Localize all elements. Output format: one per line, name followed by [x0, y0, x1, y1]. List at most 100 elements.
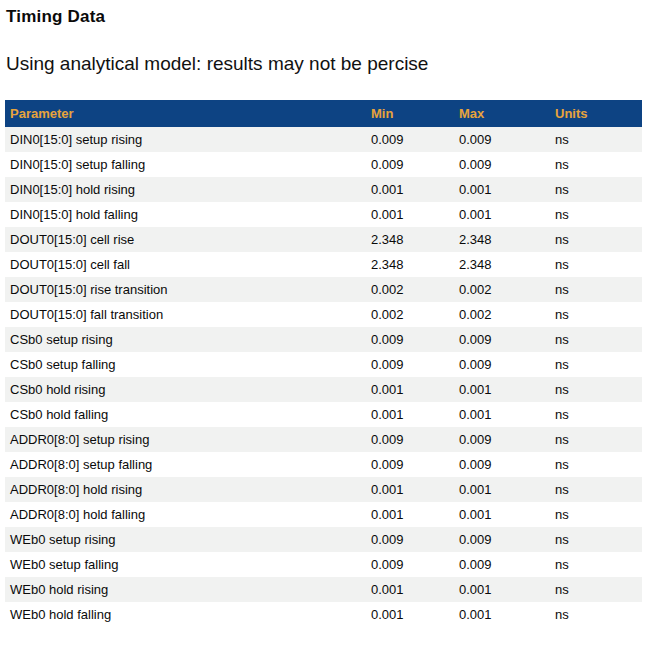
column-header-units: Units: [550, 100, 642, 127]
cell-min: 0.009: [366, 452, 454, 477]
cell-max: 0.001: [454, 377, 550, 402]
table-row: CSb0 hold rising 0.001 0.001 ns: [5, 377, 642, 402]
cell-units: ns: [550, 552, 642, 577]
cell-min: 0.001: [366, 402, 454, 427]
cell-min: 0.001: [366, 477, 454, 502]
cell-min: 0.002: [366, 277, 454, 302]
table-row: ADDR0[8:0] hold rising 0.001 0.001 ns: [5, 477, 642, 502]
cell-units: ns: [550, 177, 642, 202]
table-row: WEb0 hold rising 0.001 0.001 ns: [5, 577, 642, 602]
cell-parameter: WEb0 setup falling: [5, 552, 366, 577]
cell-max: 0.001: [454, 502, 550, 527]
cell-parameter: WEb0 hold falling: [5, 602, 366, 627]
cell-max: 2.348: [454, 227, 550, 252]
cell-min: 2.348: [366, 252, 454, 277]
table-row: ADDR0[8:0] setup rising 0.009 0.009 ns: [5, 427, 642, 452]
table-row: DIN0[15:0] setup rising 0.009 0.009 ns: [5, 127, 642, 152]
cell-max: 0.009: [454, 352, 550, 377]
cell-max: 0.001: [454, 177, 550, 202]
cell-parameter: DIN0[15:0] hold rising: [5, 177, 366, 202]
cell-max: 0.001: [454, 402, 550, 427]
cell-units: ns: [550, 127, 642, 152]
cell-parameter: DOUT0[15:0] fall transition: [5, 302, 366, 327]
table-row: WEb0 setup rising 0.009 0.009 ns: [5, 527, 642, 552]
cell-parameter: ADDR0[8:0] hold rising: [5, 477, 366, 502]
cell-parameter: DIN0[15:0] hold falling: [5, 202, 366, 227]
cell-parameter: DIN0[15:0] setup falling: [5, 152, 366, 177]
column-header-parameter: Parameter: [5, 100, 366, 127]
page-title: Timing Data: [6, 7, 650, 27]
cell-max: 0.009: [454, 127, 550, 152]
table-row: CSb0 setup rising 0.009 0.009 ns: [5, 327, 642, 352]
cell-units: ns: [550, 277, 642, 302]
cell-min: 0.001: [366, 577, 454, 602]
cell-units: ns: [550, 327, 642, 352]
cell-units: ns: [550, 602, 642, 627]
cell-max: 0.009: [454, 527, 550, 552]
cell-units: ns: [550, 427, 642, 452]
table-row: DOUT0[15:0] cell fall 2.348 2.348 ns: [5, 252, 642, 277]
cell-min: 0.009: [366, 552, 454, 577]
table-row: ADDR0[8:0] setup falling 0.009 0.009 ns: [5, 452, 642, 477]
cell-parameter: ADDR0[8:0] hold falling: [5, 502, 366, 527]
cell-units: ns: [550, 527, 642, 552]
table-row: DIN0[15:0] hold rising 0.001 0.001 ns: [5, 177, 642, 202]
cell-parameter: WEb0 hold rising: [5, 577, 366, 602]
cell-units: ns: [550, 227, 642, 252]
table-row: CSb0 hold falling 0.001 0.001 ns: [5, 402, 642, 427]
table-body: DIN0[15:0] setup rising 0.009 0.009 ns D…: [5, 127, 642, 627]
cell-parameter: DOUT0[15:0] rise transition: [5, 277, 366, 302]
cell-parameter: DOUT0[15:0] cell fall: [5, 252, 366, 277]
cell-min: 0.001: [366, 377, 454, 402]
cell-max: 0.009: [454, 552, 550, 577]
cell-min: 0.001: [366, 202, 454, 227]
cell-units: ns: [550, 477, 642, 502]
table-row: DOUT0[15:0] cell rise 2.348 2.348 ns: [5, 227, 642, 252]
cell-units: ns: [550, 502, 642, 527]
table-row: WEb0 hold falling 0.001 0.001 ns: [5, 602, 642, 627]
column-header-max: Max: [454, 100, 550, 127]
cell-max: 0.002: [454, 277, 550, 302]
cell-parameter: DOUT0[15:0] cell rise: [5, 227, 366, 252]
cell-units: ns: [550, 402, 642, 427]
cell-min: 2.348: [366, 227, 454, 252]
cell-max: 0.009: [454, 327, 550, 352]
cell-min: 0.001: [366, 502, 454, 527]
timing-data-table: Parameter Min Max Units DIN0[15:0] setup…: [5, 100, 642, 627]
table-header-row: Parameter Min Max Units: [5, 100, 642, 127]
cell-min: 0.009: [366, 152, 454, 177]
cell-units: ns: [550, 302, 642, 327]
table-row: DOUT0[15:0] fall transition 0.002 0.002 …: [5, 302, 642, 327]
cell-min: 0.009: [366, 327, 454, 352]
cell-min: 0.001: [366, 602, 454, 627]
table-row: DIN0[15:0] hold falling 0.001 0.001 ns: [5, 202, 642, 227]
cell-parameter: CSb0 hold falling: [5, 402, 366, 427]
column-header-min: Min: [366, 100, 454, 127]
cell-units: ns: [550, 202, 642, 227]
cell-min: 0.001: [366, 177, 454, 202]
cell-max: 0.001: [454, 602, 550, 627]
table-row: ADDR0[8:0] hold falling 0.001 0.001 ns: [5, 502, 642, 527]
cell-parameter: CSb0 hold rising: [5, 377, 366, 402]
cell-max: 0.002: [454, 302, 550, 327]
cell-units: ns: [550, 152, 642, 177]
cell-parameter: CSb0 setup rising: [5, 327, 366, 352]
cell-min: 0.002: [366, 302, 454, 327]
cell-min: 0.009: [366, 527, 454, 552]
cell-parameter: CSb0 setup falling: [5, 352, 366, 377]
table-row: DIN0[15:0] setup falling 0.009 0.009 ns: [5, 152, 642, 177]
cell-max: 0.001: [454, 577, 550, 602]
cell-parameter: DIN0[15:0] setup rising: [5, 127, 366, 152]
cell-max: 2.348: [454, 252, 550, 277]
cell-units: ns: [550, 252, 642, 277]
cell-parameter: ADDR0[8:0] setup falling: [5, 452, 366, 477]
cell-max: 0.001: [454, 202, 550, 227]
table-header: Parameter Min Max Units: [5, 100, 642, 127]
cell-min: 0.009: [366, 427, 454, 452]
page-subtitle: Using analytical model: results may not …: [6, 53, 650, 75]
table-row: DOUT0[15:0] rise transition 0.002 0.002 …: [5, 277, 642, 302]
table-row: WEb0 setup falling 0.009 0.009 ns: [5, 552, 642, 577]
cell-parameter: ADDR0[8:0] setup rising: [5, 427, 366, 452]
cell-units: ns: [550, 352, 642, 377]
cell-max: 0.001: [454, 477, 550, 502]
